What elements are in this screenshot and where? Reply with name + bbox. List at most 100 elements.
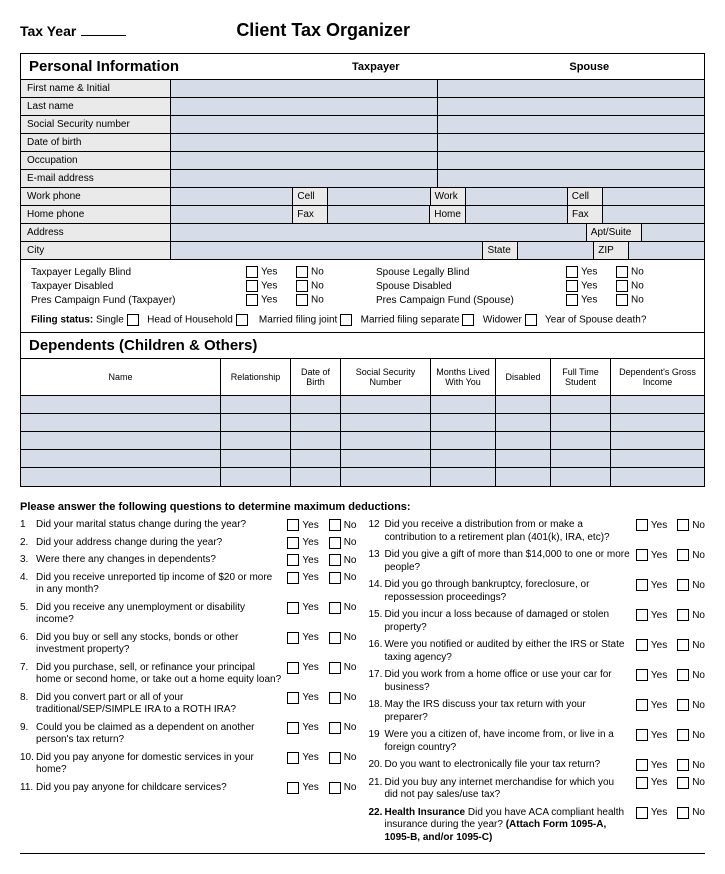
l-q5-no[interactable] (329, 632, 341, 644)
dependent-cell[interactable] (431, 396, 496, 413)
work-phone-tp[interactable] (171, 188, 293, 205)
dependent-cell[interactable] (611, 414, 704, 431)
sp-blind-yes[interactable] (566, 266, 578, 278)
dependent-cell[interactable] (431, 450, 496, 467)
sp-disabled-no[interactable] (616, 280, 628, 292)
first-name-taxpayer[interactable] (171, 80, 438, 97)
r-q5-yes[interactable] (636, 669, 648, 681)
last-name-spouse[interactable] (438, 98, 704, 115)
dependent-cell[interactable] (21, 432, 221, 449)
r-q22-yes[interactable] (636, 807, 648, 819)
first-name-spouse[interactable] (438, 80, 704, 97)
filing-mfs[interactable] (462, 314, 474, 326)
tp-blind-no[interactable] (296, 266, 308, 278)
r-q6-no[interactable] (677, 699, 689, 711)
ssn-spouse[interactable] (438, 116, 704, 133)
dependent-cell[interactable] (221, 432, 291, 449)
dependent-cell[interactable] (551, 432, 611, 449)
zip-input[interactable] (629, 242, 704, 259)
dependent-cell[interactable] (291, 414, 341, 431)
dependent-cell[interactable] (611, 468, 704, 486)
filing-single[interactable] (127, 314, 139, 326)
state-input[interactable] (518, 242, 594, 259)
dependent-cell[interactable] (496, 396, 551, 413)
sp-disabled-yes[interactable] (566, 280, 578, 292)
dependent-cell[interactable] (496, 468, 551, 486)
r-q8-no[interactable] (677, 759, 689, 771)
last-name-taxpayer[interactable] (171, 98, 438, 115)
r-q2-no[interactable] (677, 579, 689, 591)
dependent-cell[interactable] (291, 468, 341, 486)
tp-fund-no[interactable] (296, 294, 308, 306)
r-q2-yes[interactable] (636, 579, 648, 591)
occupation-spouse[interactable] (438, 152, 704, 169)
dependent-cell[interactable] (341, 396, 431, 413)
l-q2-yes[interactable] (287, 554, 299, 566)
l-q9-no[interactable] (329, 752, 341, 764)
occupation-taxpayer[interactable] (171, 152, 438, 169)
r-q0-no[interactable] (677, 519, 689, 531)
tp-blind-yes[interactable] (246, 266, 258, 278)
dependent-cell[interactable] (221, 468, 291, 486)
dependent-cell[interactable] (21, 396, 221, 413)
dependent-cell[interactable] (341, 468, 431, 486)
l-q7-yes[interactable] (287, 692, 299, 704)
dob-taxpayer[interactable] (171, 134, 438, 151)
l-q6-yes[interactable] (287, 662, 299, 674)
email-spouse[interactable] (438, 170, 704, 187)
l-q8-yes[interactable] (287, 722, 299, 734)
dependent-cell[interactable] (551, 396, 611, 413)
dependent-cell[interactable] (551, 414, 611, 431)
l-q10-no[interactable] (329, 782, 341, 794)
dependent-cell[interactable] (431, 468, 496, 486)
dependent-cell[interactable] (431, 432, 496, 449)
fax-tp[interactable] (328, 206, 430, 223)
r-q22-no[interactable] (677, 807, 689, 819)
home-phone-tp[interactable] (171, 206, 293, 223)
l-q0-yes[interactable] (287, 519, 299, 531)
dependent-cell[interactable] (611, 450, 704, 467)
dependent-cell[interactable] (341, 432, 431, 449)
r-q1-no[interactable] (677, 549, 689, 561)
l-q2-no[interactable] (329, 554, 341, 566)
dependent-cell[interactable] (341, 450, 431, 467)
dependent-cell[interactable] (496, 432, 551, 449)
r-q7-no[interactable] (677, 729, 689, 741)
sp-blind-no[interactable] (616, 266, 628, 278)
dependent-row[interactable] (21, 468, 704, 486)
city-input[interactable] (171, 242, 483, 259)
dependent-row[interactable] (21, 450, 704, 468)
dependent-cell[interactable] (291, 396, 341, 413)
apt-input[interactable] (642, 224, 704, 241)
dependent-cell[interactable] (221, 450, 291, 467)
l-q5-yes[interactable] (287, 632, 299, 644)
dependent-row[interactable] (21, 414, 704, 432)
dependent-cell[interactable] (221, 414, 291, 431)
r-q4-no[interactable] (677, 639, 689, 651)
l-q3-no[interactable] (329, 572, 341, 584)
r-q4-yes[interactable] (636, 639, 648, 651)
dependent-cell[interactable] (291, 432, 341, 449)
l-q0-no[interactable] (329, 519, 341, 531)
dependent-cell[interactable] (496, 450, 551, 467)
r-q1-yes[interactable] (636, 549, 648, 561)
sp-fund-no[interactable] (616, 294, 628, 306)
filing-hoh[interactable] (236, 314, 248, 326)
dob-spouse[interactable] (438, 134, 704, 151)
l-q7-no[interactable] (329, 692, 341, 704)
fax-sp[interactable] (603, 206, 704, 223)
dependent-cell[interactable] (341, 414, 431, 431)
r-q9-yes[interactable] (636, 777, 648, 789)
dependent-cell[interactable] (221, 396, 291, 413)
dependent-cell[interactable] (21, 450, 221, 467)
l-q4-yes[interactable] (287, 602, 299, 614)
r-q6-yes[interactable] (636, 699, 648, 711)
r-q7-yes[interactable] (636, 729, 648, 741)
r-q5-no[interactable] (677, 669, 689, 681)
r-q3-yes[interactable] (636, 609, 648, 621)
l-q10-yes[interactable] (287, 782, 299, 794)
dependent-cell[interactable] (291, 450, 341, 467)
l-q8-no[interactable] (329, 722, 341, 734)
dependent-cell[interactable] (496, 414, 551, 431)
dependent-cell[interactable] (21, 468, 221, 486)
